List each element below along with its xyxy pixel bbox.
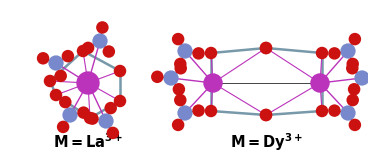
Circle shape	[328, 104, 341, 117]
Circle shape	[37, 52, 49, 64]
Text: $\bf{M = La^{3+}}$: $\bf{M = La^{3+}}$	[53, 133, 123, 151]
Circle shape	[346, 58, 359, 70]
Circle shape	[328, 47, 341, 60]
Circle shape	[177, 43, 192, 59]
Circle shape	[57, 121, 70, 133]
Circle shape	[96, 21, 109, 34]
Circle shape	[48, 55, 64, 71]
Circle shape	[172, 119, 184, 131]
Circle shape	[62, 50, 74, 62]
Circle shape	[114, 65, 126, 77]
Circle shape	[205, 105, 217, 117]
Circle shape	[103, 45, 115, 58]
Circle shape	[310, 73, 330, 93]
Circle shape	[59, 96, 71, 108]
Circle shape	[77, 45, 89, 57]
Circle shape	[151, 71, 163, 83]
Circle shape	[260, 109, 272, 121]
Circle shape	[174, 62, 187, 75]
Circle shape	[260, 109, 272, 121]
Circle shape	[203, 73, 223, 93]
Circle shape	[173, 83, 185, 95]
Circle shape	[177, 105, 192, 121]
Circle shape	[114, 95, 126, 107]
Circle shape	[92, 33, 107, 49]
Circle shape	[260, 42, 272, 54]
Circle shape	[346, 94, 359, 106]
Circle shape	[205, 47, 217, 59]
Circle shape	[77, 106, 90, 119]
Circle shape	[316, 47, 328, 59]
Circle shape	[192, 104, 205, 117]
Circle shape	[76, 71, 100, 95]
Circle shape	[98, 113, 114, 129]
Circle shape	[192, 47, 205, 60]
Circle shape	[354, 70, 368, 86]
Circle shape	[84, 112, 96, 124]
Circle shape	[174, 94, 187, 106]
Circle shape	[346, 62, 358, 75]
Circle shape	[54, 70, 67, 82]
Circle shape	[107, 127, 119, 139]
Circle shape	[82, 42, 94, 54]
Circle shape	[163, 70, 178, 86]
Circle shape	[340, 43, 355, 59]
Circle shape	[86, 112, 99, 125]
Circle shape	[105, 102, 117, 114]
Circle shape	[44, 75, 56, 87]
Circle shape	[172, 33, 184, 45]
Circle shape	[348, 119, 361, 131]
Circle shape	[260, 42, 272, 54]
Circle shape	[348, 33, 361, 45]
Circle shape	[340, 105, 355, 121]
Circle shape	[62, 107, 78, 123]
Circle shape	[174, 58, 187, 70]
Circle shape	[50, 89, 62, 101]
Circle shape	[348, 83, 360, 95]
Circle shape	[316, 105, 328, 117]
Text: $\bf{M = Dy^{3+}}$: $\bf{M = Dy^{3+}}$	[230, 131, 303, 153]
